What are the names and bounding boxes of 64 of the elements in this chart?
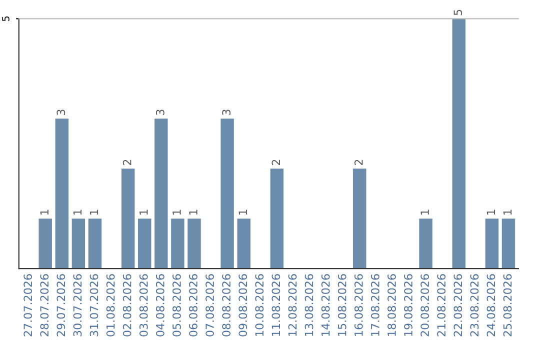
- x-tick-label: 22.08.2026: [454, 274, 462, 336]
- bar: [38, 218, 52, 269]
- bar: [55, 118, 69, 269]
- x-tick-label: 17.08.2026: [370, 274, 380, 336]
- data-label: 1: [140, 210, 148, 215]
- x-tick-label: 15.08.2026: [338, 274, 346, 336]
- bar: [88, 218, 102, 269]
- data-label: 1: [40, 210, 48, 215]
- data-label: 2: [354, 160, 363, 166]
- data-label: 1: [238, 210, 247, 215]
- data-label: 1: [189, 210, 198, 215]
- data-label: 1: [503, 210, 512, 215]
- data-label: 1: [90, 210, 98, 215]
- bar: [72, 218, 86, 269]
- x-tick-label: 07.08.2026: [206, 274, 214, 336]
- data-label: 3: [56, 110, 66, 116]
- x-tick-label: 31.07.2026: [90, 274, 98, 336]
- x-tick-label: 09.08.2026: [238, 274, 248, 336]
- x-tick-label: 19.08.2026: [404, 274, 412, 336]
- x-tick-label: 18.08.2026: [388, 274, 396, 336]
- bar: [237, 218, 250, 269]
- bar: [121, 168, 135, 269]
- data-label: 3: [156, 110, 164, 116]
- x-tick-label: 10.08.2026: [255, 274, 264, 336]
- data-label: 2: [122, 160, 132, 166]
- x-tick-label: 03.08.2026: [139, 274, 148, 336]
- data-label: 1: [420, 210, 429, 215]
- x-tick-label: 12.08.2026: [288, 274, 297, 336]
- data-label: 3: [222, 110, 231, 116]
- bar: [270, 168, 284, 269]
- bar: [485, 218, 499, 269]
- x-tick-label: 30.07.2026: [73, 274, 82, 336]
- bar: [171, 218, 184, 269]
- data-label: 5: [454, 10, 462, 16]
- x-tick-label: 21.08.2026: [437, 274, 446, 336]
- x-tick-label: 06.08.2026: [189, 274, 198, 336]
- x-tick-label: 04.08.2026: [156, 274, 164, 336]
- bar: [419, 218, 432, 269]
- x-tick-label: 29.07.2026: [56, 274, 66, 336]
- data-label: 2: [272, 160, 280, 166]
- x-tick-label: 28.07.2026: [40, 274, 49, 336]
- x-tick-label: 13.08.2026: [304, 274, 314, 336]
- x-tick-label: 16.08.2026: [354, 274, 363, 336]
- x-tick-label: 08.08.2026: [222, 274, 231, 336]
- x-tick-label: 25.08.2026: [503, 274, 512, 336]
- x-tick-label: 20.08.2026: [420, 274, 429, 336]
- bar: [452, 18, 466, 269]
- data-label: 1: [172, 210, 181, 215]
- x-tick-label: 14.08.2026: [321, 274, 330, 336]
- data-label: 1: [73, 210, 82, 215]
- bar: [220, 118, 234, 269]
- data-label: 1: [486, 210, 495, 215]
- x-tick-label: 05.08.2026: [172, 274, 181, 336]
- x-tick-label: 02.08.2026: [122, 274, 132, 336]
- x-tick-label: 01.08.2026: [106, 274, 115, 336]
- bar: [138, 218, 152, 269]
- x-tick-label: 23.08.2026: [470, 274, 479, 336]
- bar: [353, 168, 366, 269]
- x-tick-label: 11.08.2026: [272, 274, 280, 336]
- x-tick-label: 27.07.2026: [24, 274, 32, 336]
- bar: [502, 218, 516, 269]
- x-tick-label: 24.08.2026: [486, 274, 496, 336]
- bar: [154, 118, 168, 269]
- bar: [188, 218, 201, 269]
